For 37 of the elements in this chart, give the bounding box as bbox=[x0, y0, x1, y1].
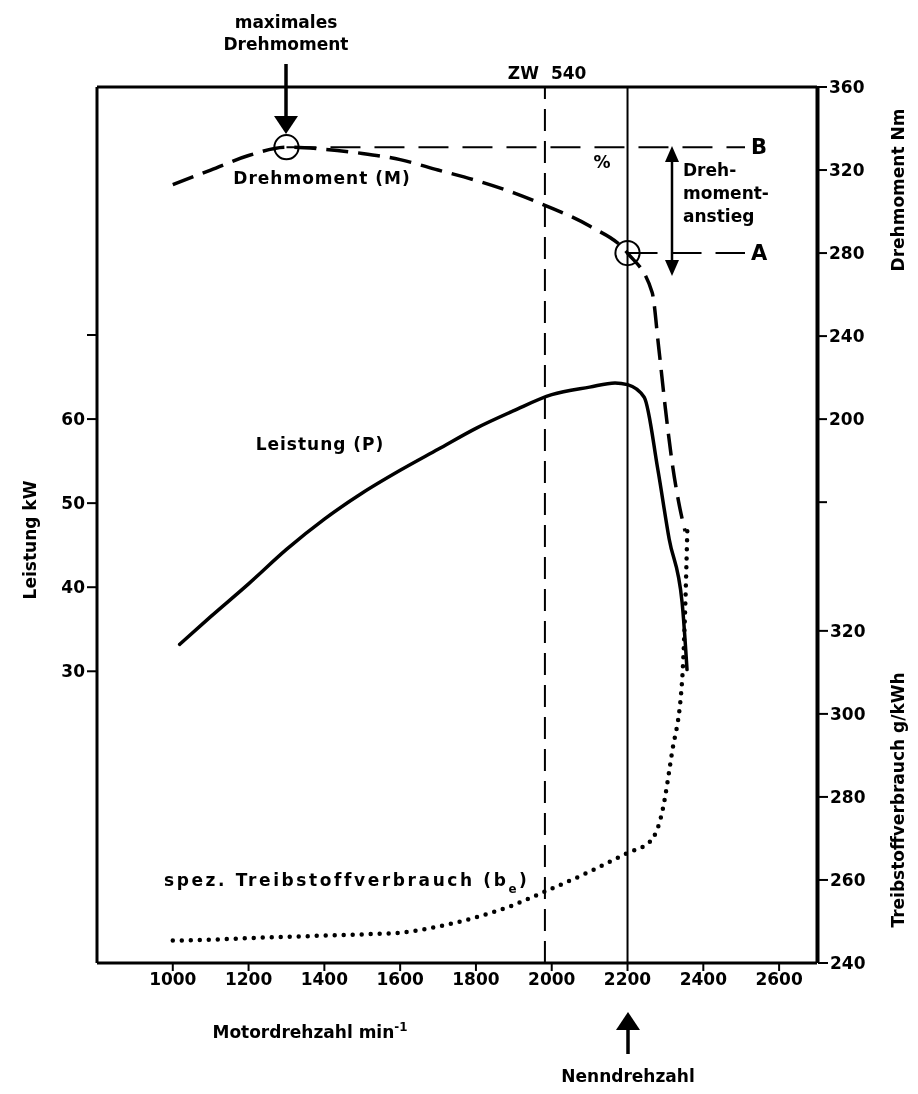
annotation: Dreh- moment- anstieg bbox=[683, 160, 769, 226]
x-tick-label: 1200 bbox=[224, 969, 273, 990]
annotation: % bbox=[593, 152, 611, 172]
x-tick-label: 2200 bbox=[603, 969, 652, 990]
y3-tick-label: 280 bbox=[830, 786, 866, 807]
x-axis-title: Motordrehzahl min$^{-1}$ bbox=[212, 1020, 408, 1042]
y3-tick-label: 320 bbox=[830, 620, 866, 641]
y2-tick-label: 280 bbox=[829, 243, 865, 264]
text: maximales Drehmoment bbox=[223, 12, 349, 54]
y-tick-label: 50 bbox=[61, 493, 86, 514]
series-label: spez. Treibstoffverbrauch (b$_{e}$) bbox=[164, 870, 530, 896]
y3-tick-label: 300 bbox=[830, 703, 866, 724]
y-tick-label: 60 bbox=[61, 409, 86, 430]
x-tick-label: 2400 bbox=[679, 969, 728, 990]
y3-tick-label: 240 bbox=[830, 953, 866, 974]
x-tick-label: 1000 bbox=[149, 969, 197, 990]
y-axis-title: Leistung kW bbox=[20, 480, 40, 600]
y3-axis-title: Treibstoffverbrauch g/kWh bbox=[888, 672, 908, 928]
x-tick-label: 2600 bbox=[755, 969, 803, 990]
y-tick-label: 30 bbox=[61, 661, 86, 682]
y3-tick-label: 260 bbox=[830, 870, 866, 890]
series-label: Leistung (P) bbox=[255, 434, 385, 454]
y2-tick-label: 200 bbox=[829, 409, 865, 430]
y2-tick-label: 240 bbox=[829, 326, 865, 347]
ref-line-label: ZW 540 bbox=[507, 63, 587, 83]
ref-line-label: B bbox=[751, 135, 768, 160]
y2-tick-label: 360 bbox=[829, 77, 865, 98]
x-tick-label: 1400 bbox=[300, 969, 349, 990]
x-tick-label: 2000 bbox=[528, 969, 576, 990]
y2-tick-label: 320 bbox=[829, 160, 865, 181]
ref-line-label: A bbox=[751, 241, 768, 266]
x-tick-label: 1600 bbox=[376, 969, 424, 990]
series-label: Drehmoment (M) bbox=[233, 168, 411, 188]
x-tick-label: 1800 bbox=[452, 969, 500, 990]
text: Nenndrehzahl bbox=[561, 1066, 695, 1086]
y-tick-label: 40 bbox=[61, 577, 86, 598]
y2-axis-title: Drehmoment Nm bbox=[888, 108, 908, 272]
